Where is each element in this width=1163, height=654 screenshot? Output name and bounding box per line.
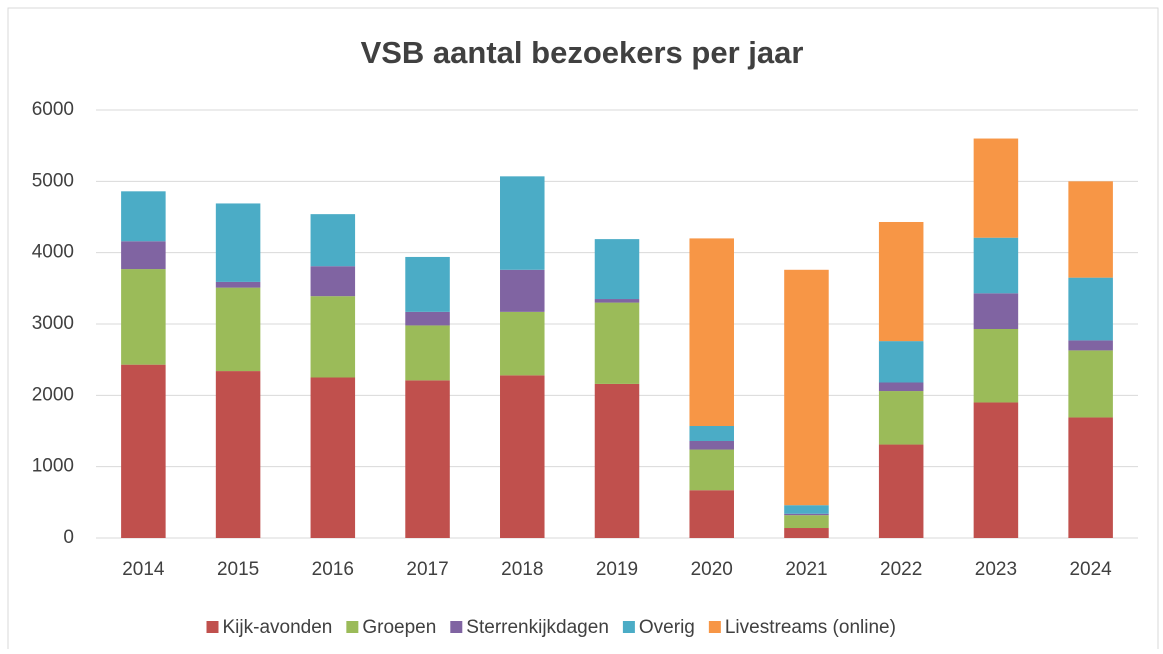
y-tick-label: 2000 [32,384,74,405]
x-tick-label: 2017 [406,559,448,580]
x-tick-label: 2022 [880,559,922,580]
bar-segment [500,311,545,376]
bar-segment [784,505,829,514]
bar-segment [689,426,734,441]
legend-label: Groepen [362,617,436,638]
bar-segment [594,302,640,384]
legend-swatch [206,621,219,633]
bar-segment [121,241,166,270]
bar-segment [689,449,734,491]
legend-label: Overig [639,617,695,638]
bar-segment [500,176,545,270]
bar-segment [215,203,261,282]
bar-segment [784,515,829,529]
bar-segment [215,287,261,372]
bar-segment [405,325,450,381]
x-tick-label: 2023 [975,559,1017,580]
bar-segment [594,239,640,300]
bar-segment [689,238,734,427]
legend-label: Livestreams (online) [725,617,896,638]
bar-segment [878,382,924,392]
x-tick-label: 2019 [596,559,638,580]
bar-segment [594,299,640,303]
bar-segment [310,266,356,297]
x-tick-label: 2018 [501,559,543,580]
x-tick-label: 2024 [1069,559,1112,580]
bar-segment [973,328,1019,403]
bar-segment [594,383,640,538]
bar-segment [215,371,261,538]
bar-segment [405,380,450,538]
bar-segment [1068,417,1113,538]
bar-segment [1068,350,1113,418]
bar-segment [1068,340,1113,351]
chart-frame [7,7,1159,654]
bar-segment [973,402,1019,538]
legend-swatch [622,621,635,633]
bar-segment [310,377,356,538]
y-tick-label: 5000 [32,170,74,191]
bar-segment [784,528,829,538]
bar-segment [784,513,829,516]
x-tick-label: 2021 [785,559,827,580]
bar-segment [500,375,545,538]
bar-segment [121,364,166,538]
bar-segment [1068,277,1113,341]
y-tick-label: 0 [63,527,74,548]
bar-segment [973,293,1019,329]
x-tick-label: 2014 [122,559,165,580]
legend-label: Kijk-avonden [223,617,333,638]
legend-swatch [346,621,359,633]
bar-segment [878,391,924,445]
bar-segment [689,490,734,538]
bar-segment [121,269,166,365]
bar-segment [1068,181,1113,278]
y-tick-label: 1000 [32,456,74,477]
x-tick-label: 2016 [312,559,354,580]
bar-segment [405,256,450,312]
x-tick-label: 2020 [691,559,733,580]
legend-swatch [450,621,463,633]
bar-segment [878,341,924,383]
bar-segment [689,440,734,450]
bar-segment [973,138,1019,238]
bar-segment [215,281,261,288]
legend-label: Sterrenkijkdagen [466,617,609,638]
bar-segment [784,269,829,506]
bar-segment [878,444,924,538]
bar-segment [121,191,166,242]
y-tick-label: 6000 [32,99,74,120]
bar-segment [500,269,545,312]
legend-swatch [708,621,721,633]
bar-segment [973,237,1019,294]
bar-segment [310,296,356,378]
bar-segment [310,214,356,267]
x-tick-label: 2015 [217,559,259,580]
bar-segment [405,311,450,326]
y-tick-label: 3000 [32,313,74,334]
bar-segment [878,221,924,342]
chart-title: VSB aantal bezoekers per jaar [361,35,804,70]
y-tick-label: 4000 [32,242,74,263]
